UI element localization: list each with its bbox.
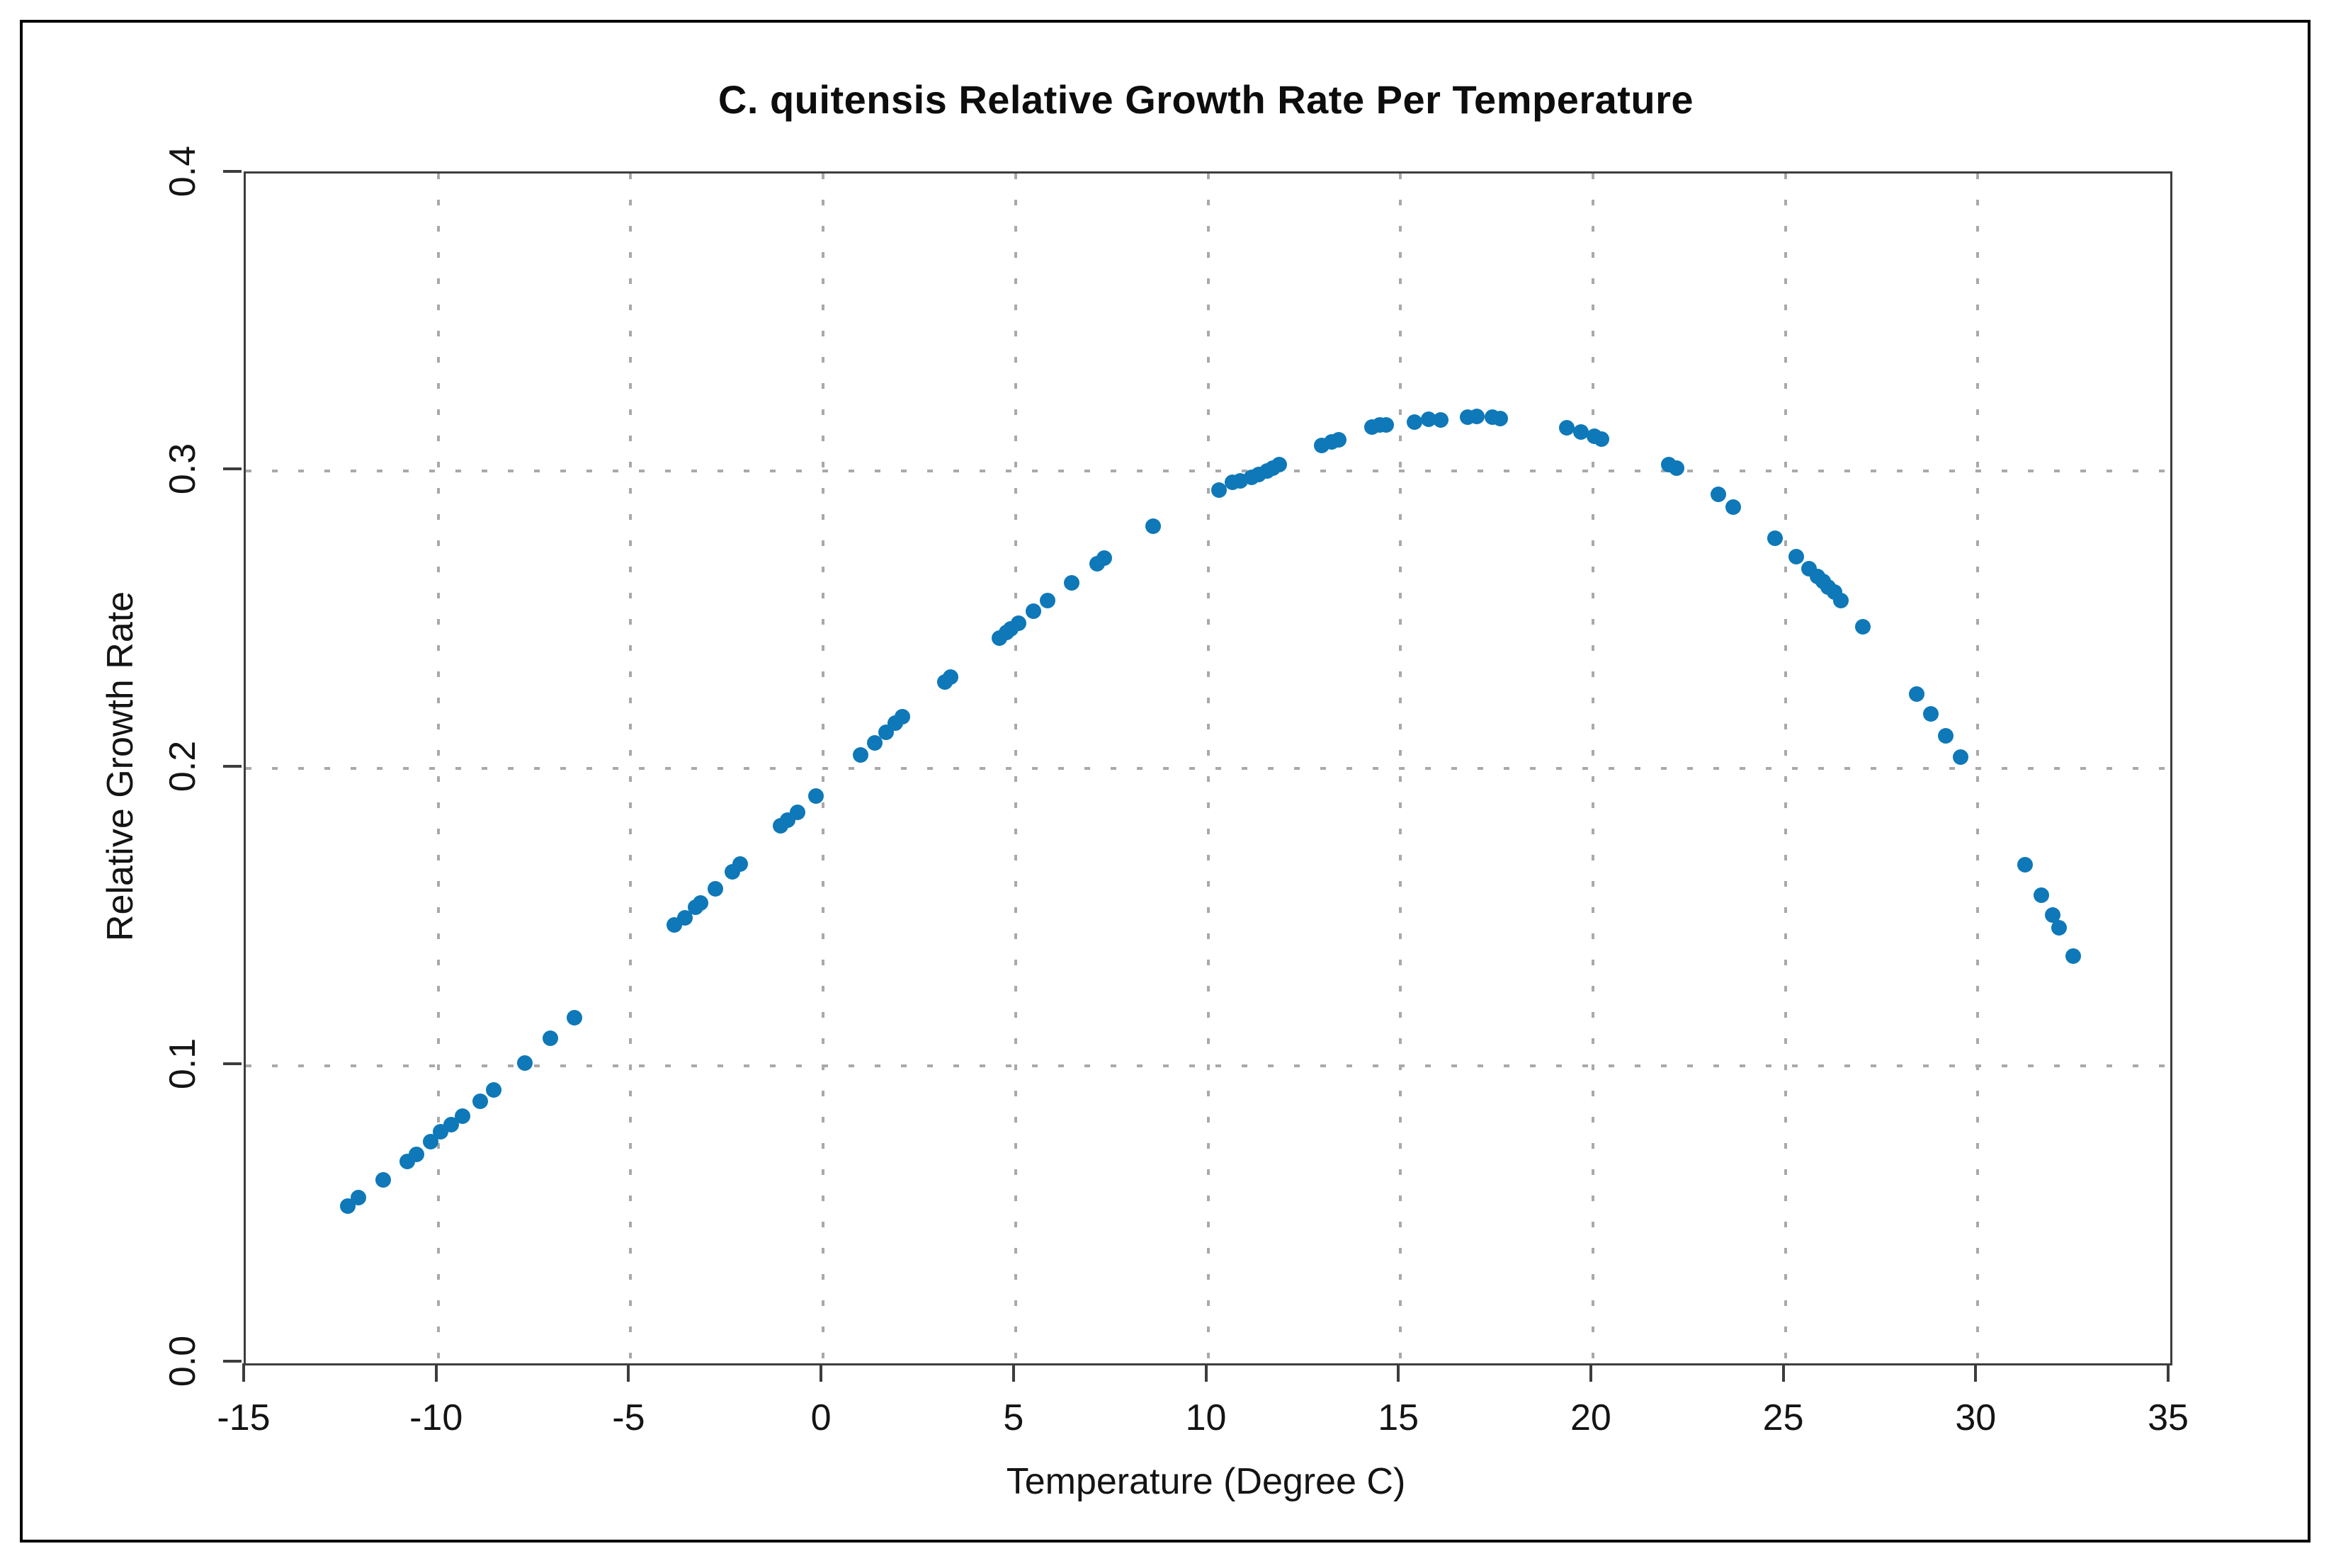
data-point	[472, 1093, 489, 1109]
y-tick-label: 0.3	[162, 443, 203, 495]
data-point	[2045, 907, 2061, 924]
x-tick-label: 30	[1955, 1397, 1997, 1438]
data-point	[1938, 727, 1954, 744]
data-point	[692, 894, 708, 911]
horizontal-gridline	[246, 1064, 2170, 1067]
x-tick-label: -5	[612, 1397, 645, 1438]
data-point	[1558, 420, 1575, 436]
x-tick-label: 25	[1762, 1397, 1804, 1438]
data-point	[1407, 414, 1423, 431]
data-point	[1378, 416, 1395, 433]
y-axis-tick	[223, 765, 242, 768]
x-tick-label: 10	[1185, 1397, 1227, 1438]
x-axis-tick	[1397, 1363, 1400, 1382]
data-point	[1010, 615, 1026, 632]
x-tick-label: -10	[409, 1397, 463, 1438]
data-point	[1145, 518, 1161, 534]
data-point	[1492, 410, 1509, 426]
data-point	[790, 805, 806, 821]
data-point	[485, 1082, 501, 1098]
y-axis-tick	[223, 170, 242, 173]
data-point	[1040, 593, 1056, 609]
x-axis-tick	[820, 1363, 823, 1382]
data-point	[1855, 619, 1871, 635]
x-tick-label: 0	[810, 1397, 832, 1438]
data-point	[1420, 411, 1436, 427]
x-axis-tick	[1204, 1363, 1208, 1382]
x-tick-label: -15	[217, 1397, 271, 1438]
data-point	[1331, 431, 1347, 448]
data-point	[1725, 499, 1742, 515]
data-point	[1271, 457, 1288, 473]
data-point	[1909, 686, 1925, 702]
x-tick-label: 15	[1378, 1397, 1419, 1438]
screenshot-border	[20, 20, 2311, 1543]
data-point	[852, 747, 868, 763]
x-axis-tick	[627, 1363, 630, 1382]
data-point	[707, 881, 723, 897]
horizontal-gridline	[246, 767, 2170, 770]
data-point	[1711, 487, 1727, 503]
data-point	[677, 909, 693, 926]
x-axis-tick	[1974, 1363, 1978, 1382]
x-axis-tick	[434, 1363, 438, 1382]
x-tick-label: 35	[2148, 1397, 2189, 1438]
y-tick-label: 0.0	[162, 1335, 203, 1387]
x-axis-tick	[2167, 1363, 2170, 1382]
y-tick-label: 0.4	[162, 145, 203, 198]
x-axis-tick	[242, 1363, 245, 1382]
data-point	[423, 1134, 439, 1150]
data-point	[443, 1117, 460, 1133]
data-point	[2033, 887, 2049, 903]
data-point	[1096, 550, 1113, 567]
data-point	[732, 856, 749, 872]
data-point	[454, 1108, 470, 1124]
x-axis-tick	[1011, 1363, 1015, 1382]
data-point	[807, 788, 824, 805]
data-point	[942, 669, 958, 686]
data-point	[409, 1147, 425, 1163]
plot-area	[244, 171, 2172, 1365]
y-tick-label: 0.1	[162, 1038, 203, 1090]
data-point	[1767, 530, 1783, 546]
data-point	[1063, 574, 1079, 591]
data-point	[1953, 749, 1969, 766]
x-tick-label: 5	[1003, 1397, 1024, 1438]
y-axis-title: Relative Growth Rate	[100, 591, 141, 942]
data-point	[2065, 948, 2082, 965]
data-point	[1788, 548, 1804, 564]
data-point	[375, 1171, 391, 1188]
data-point	[2017, 857, 2034, 873]
x-axis-tick	[1781, 1363, 1785, 1382]
x-axis-title: Temperature (Degree C)	[1006, 1461, 1406, 1502]
data-point	[1923, 706, 1939, 722]
horizontal-gridline	[246, 470, 2170, 472]
data-point	[866, 734, 883, 751]
data-point	[1468, 409, 1485, 425]
data-point	[351, 1190, 367, 1206]
data-point	[1026, 603, 1042, 619]
x-axis-tick	[1589, 1363, 1592, 1382]
data-point	[1211, 482, 1227, 498]
y-axis-tick	[223, 1360, 242, 1363]
y-axis-tick	[223, 467, 242, 470]
data-point	[1433, 412, 1449, 428]
chart-title: C. quitensis Relative Growth Rate Per Te…	[718, 77, 1694, 122]
data-point	[1593, 431, 1609, 448]
data-point	[1573, 424, 1589, 440]
data-point	[567, 1009, 583, 1026]
y-tick-label: 0.2	[162, 740, 203, 792]
data-point	[516, 1055, 533, 1071]
x-tick-label: 20	[1570, 1397, 1611, 1438]
data-point	[543, 1030, 559, 1046]
data-point	[1668, 460, 1684, 476]
data-point	[895, 708, 911, 725]
y-axis-tick	[223, 1062, 242, 1065]
data-point	[2051, 920, 2067, 936]
data-point	[1833, 593, 1849, 609]
